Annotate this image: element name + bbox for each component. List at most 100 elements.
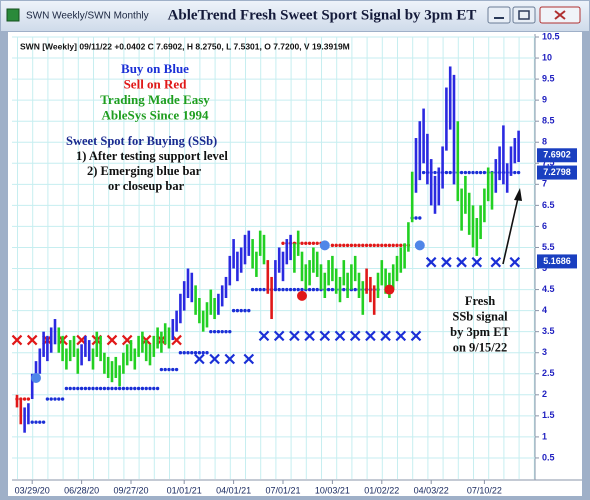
- signal-dot: [297, 290, 307, 301]
- window-buttons[interactable]: [487, 6, 581, 24]
- x-marker: [11, 334, 23, 346]
- level-dot: [201, 351, 205, 355]
- x-marker: [490, 256, 502, 268]
- restore-button[interactable]: [512, 6, 536, 24]
- y-tick-label: 9: [542, 95, 547, 105]
- level-dot: [129, 386, 133, 391]
- ssb-text: Sweet Spot for Buying (SSb): [66, 134, 217, 148]
- x-marker: [273, 330, 285, 342]
- level-dot: [121, 386, 126, 391]
- ssb-text: 1) After testing support level: [76, 149, 228, 163]
- signal-dot: [31, 372, 41, 383]
- level-dot: [315, 287, 319, 292]
- level-dot: [148, 386, 152, 391]
- x-marker: [456, 256, 467, 268]
- level-dot: [171, 367, 175, 372]
- x-marker: [319, 330, 331, 342]
- level-dot: [330, 287, 335, 292]
- x-marker: [349, 330, 361, 342]
- level-dot: [155, 386, 160, 391]
- level-dot: [22, 397, 27, 401]
- level-dot: [220, 329, 224, 334]
- level-dot: [300, 287, 304, 292]
- level-dot: [307, 287, 312, 292]
- level-dot: [471, 170, 475, 175]
- level-dot: [114, 386, 118, 391]
- level-dot: [60, 397, 65, 401]
- x-tick-label: 03/29/20: [15, 485, 50, 495]
- level-dot: [212, 329, 217, 334]
- level-dot: [254, 287, 259, 292]
- y-tick-label: 7.5: [542, 158, 555, 168]
- x-marker: [471, 256, 483, 268]
- level-dot: [421, 170, 426, 175]
- y-tick-label: 1: [542, 431, 547, 441]
- level-dot: [228, 329, 232, 334]
- annotation-text: Fresh: [465, 294, 495, 308]
- app-icon: [6, 8, 20, 22]
- x-tick-label: 09/27/20: [113, 485, 148, 495]
- level-dot: [414, 216, 418, 220]
- level-dot: [163, 367, 167, 372]
- level-dot: [296, 287, 300, 292]
- level-dot: [478, 170, 483, 175]
- x-marker: [289, 330, 300, 342]
- level-dot: [376, 243, 380, 248]
- close-glyph: [554, 10, 566, 20]
- level-dot: [300, 241, 304, 245]
- signal-dot: [414, 240, 425, 251]
- level-dot: [342, 287, 346, 292]
- x-marker: [106, 334, 118, 346]
- level-dot: [395, 243, 399, 248]
- y-tick-label: 4: [542, 305, 547, 315]
- level-dot: [209, 329, 213, 334]
- level-dot: [159, 367, 164, 372]
- level-dot: [30, 420, 34, 424]
- level-dot: [106, 386, 110, 391]
- x-marker: [243, 353, 255, 365]
- level-dot: [41, 420, 46, 424]
- level-dot: [193, 351, 198, 355]
- minimize-button[interactable]: [487, 6, 511, 24]
- level-dot: [136, 386, 141, 391]
- level-dot: [288, 287, 293, 292]
- level-dot: [326, 287, 331, 292]
- level-dot: [178, 351, 183, 355]
- y-tick-label: 0.5: [542, 452, 555, 462]
- level-dot: [444, 170, 449, 175]
- level-dot: [399, 243, 403, 248]
- level-dot: [190, 351, 194, 355]
- price-label: 7.6902: [543, 150, 571, 160]
- window-title: SWN Weekly/SWN Monthly: [26, 11, 149, 22]
- level-dot: [307, 241, 312, 245]
- y-tick-label: 2: [542, 389, 547, 399]
- level-dot: [304, 241, 308, 245]
- level-dot: [110, 386, 114, 391]
- y-tick-label: 3: [542, 347, 547, 357]
- legend-text: Trading Made Easy: [100, 92, 210, 107]
- price-label-box: [537, 148, 577, 163]
- legend-text: Buy on Blue: [121, 61, 189, 76]
- x-tick-label: 07/10/22: [467, 485, 502, 495]
- level-dot: [95, 386, 99, 391]
- level-dot: [353, 287, 357, 292]
- x-marker: [224, 353, 236, 365]
- level-dot: [311, 287, 316, 292]
- level-dot: [235, 308, 240, 313]
- level-dot: [125, 386, 129, 391]
- level-dot: [463, 170, 468, 175]
- chart-title: AbleTrend Fresh Sweet Sport Signal by 3p…: [168, 7, 477, 23]
- level-dot: [433, 170, 437, 175]
- level-dot: [334, 243, 338, 248]
- signal-dot: [384, 284, 395, 295]
- x-marker: [509, 256, 521, 268]
- level-dot: [174, 367, 179, 372]
- level-dot: [45, 397, 50, 401]
- level-dot: [91, 386, 95, 391]
- header-text: SWN [Weekly] 09/11/22 +0.0402 C 7.6902, …: [20, 41, 350, 51]
- level-dot: [467, 170, 471, 175]
- level-dot: [224, 329, 228, 334]
- level-dot: [281, 241, 285, 245]
- level-dot: [418, 216, 422, 220]
